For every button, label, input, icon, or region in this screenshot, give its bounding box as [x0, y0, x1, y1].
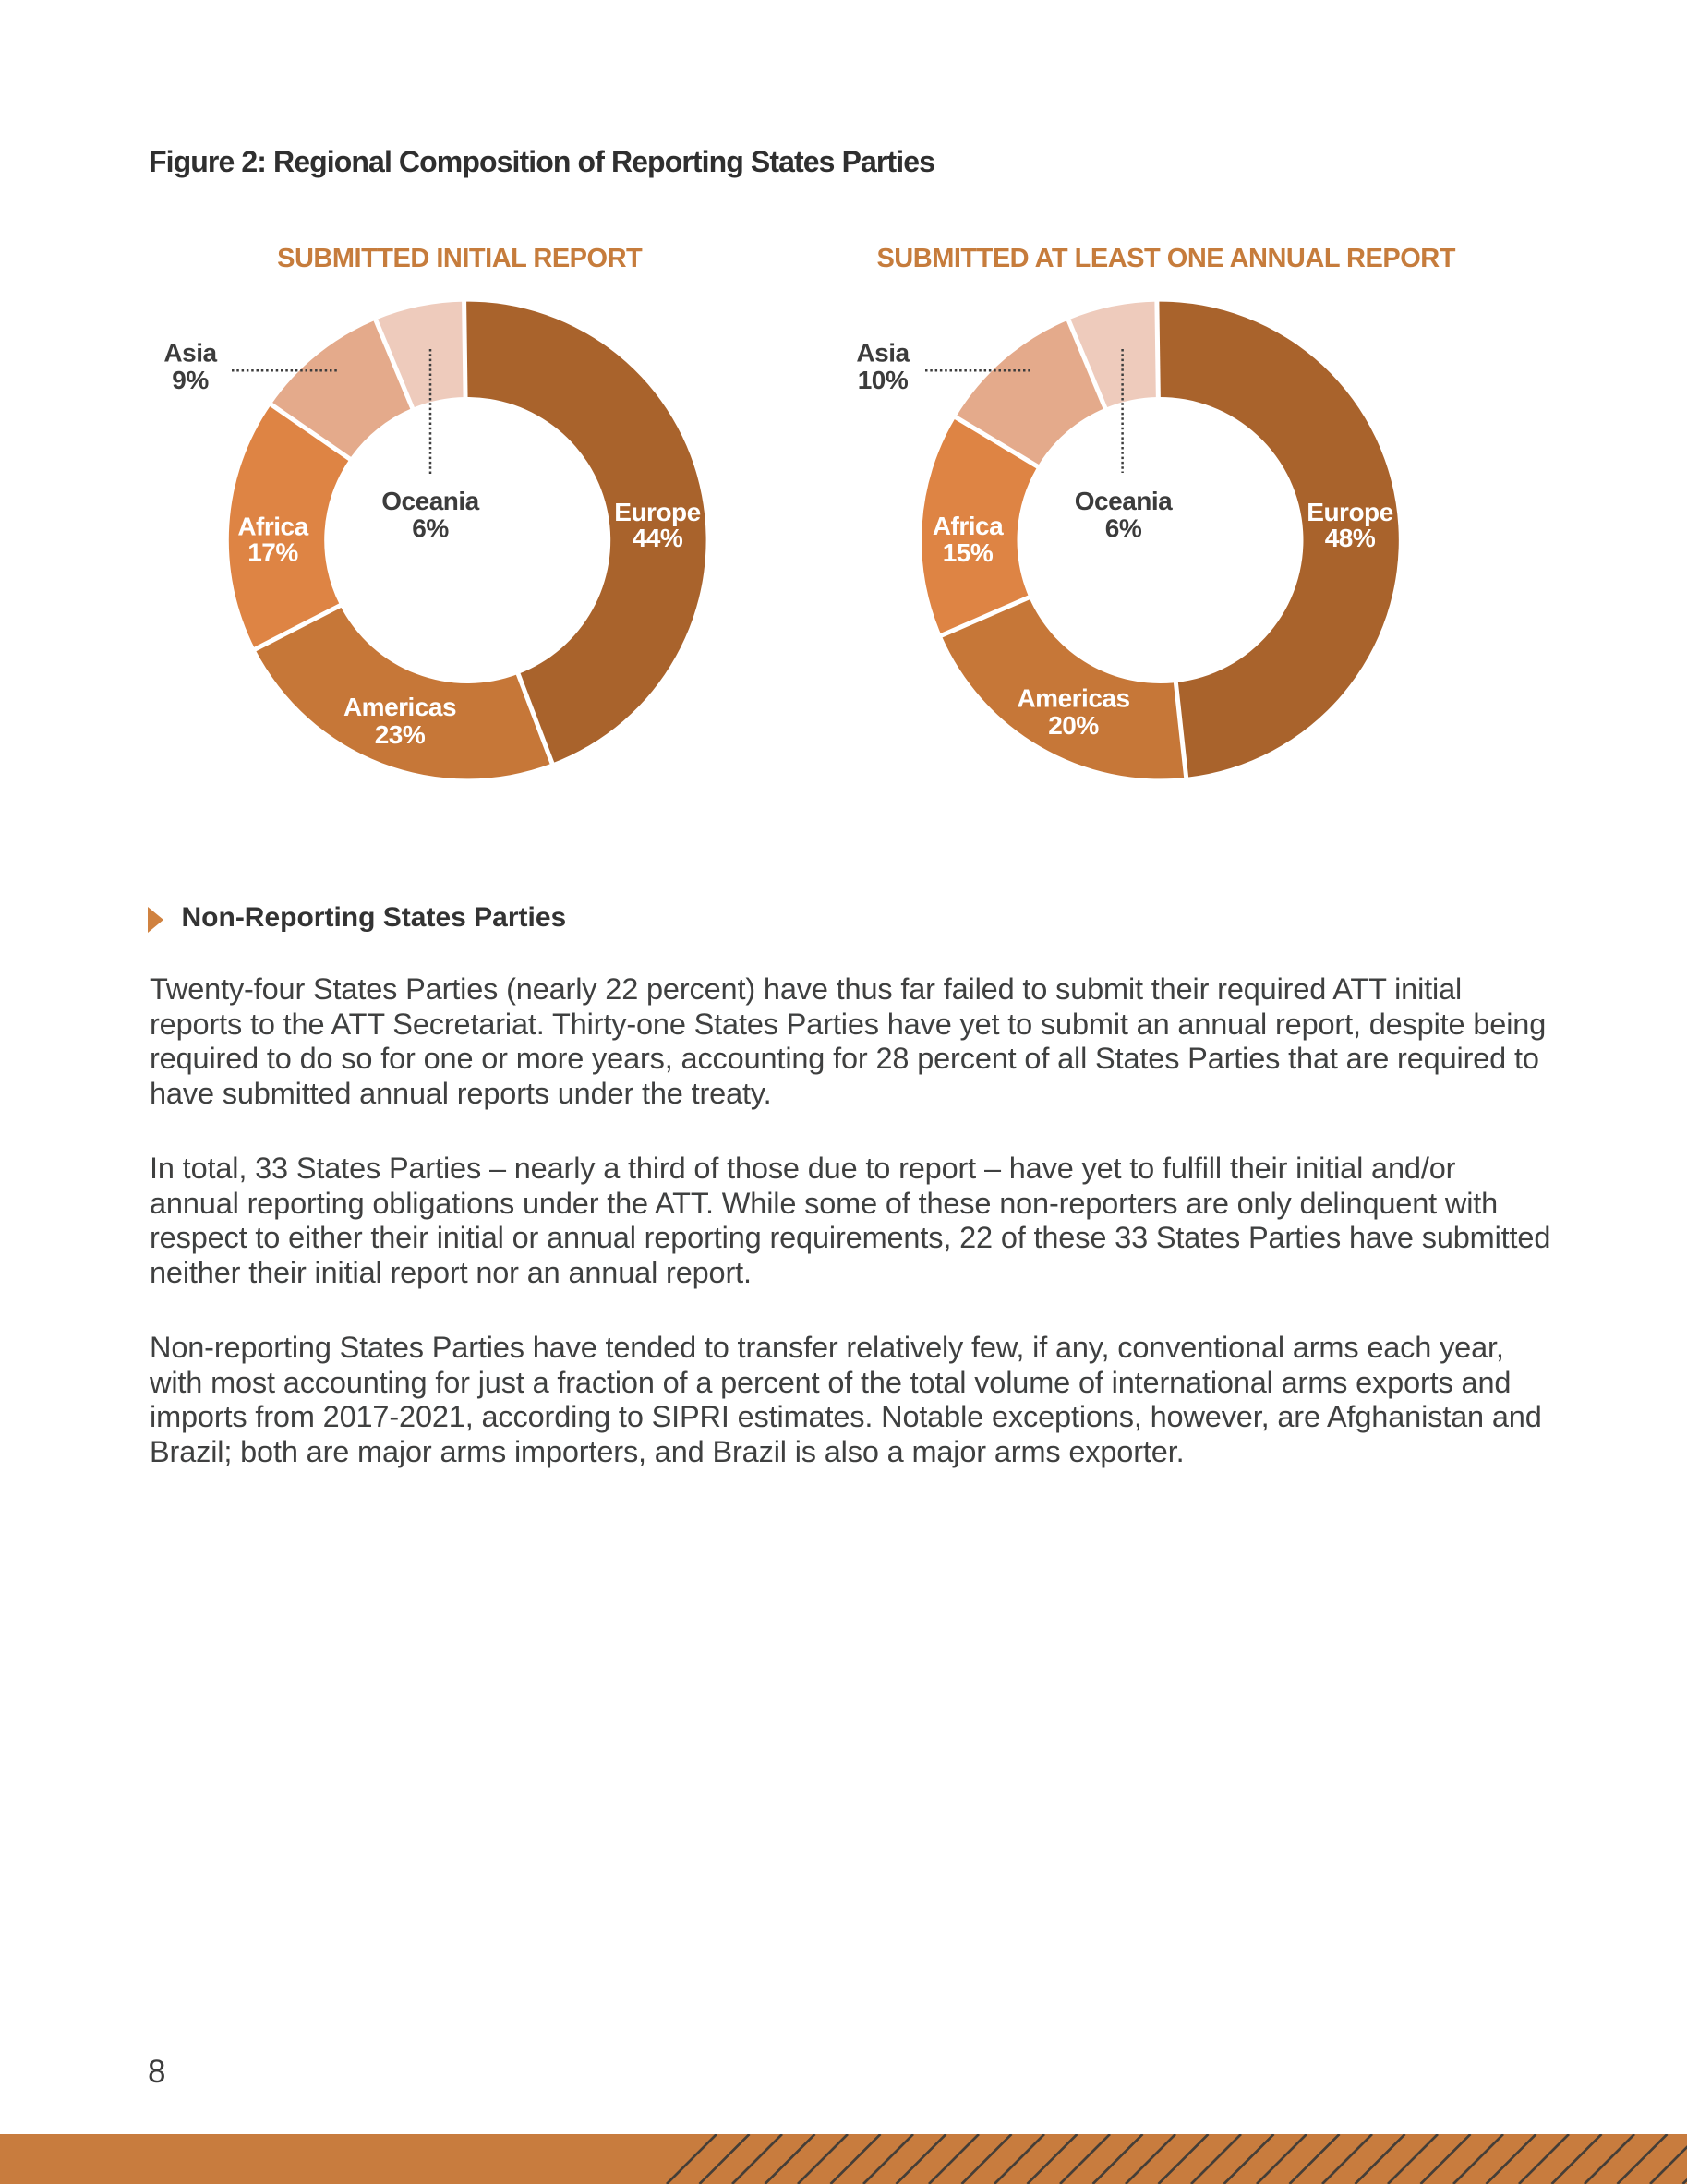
- svg-text:10%: 10%: [858, 366, 909, 394]
- svg-text:Asia: Asia: [163, 339, 217, 368]
- svg-text:44%: 44%: [633, 524, 683, 552]
- svg-text:Asia: Asia: [856, 339, 910, 368]
- svg-text:Europe: Europe: [614, 498, 700, 526]
- svg-text:20%: 20%: [1048, 711, 1099, 740]
- svg-text:15%: 15%: [943, 538, 994, 567]
- svg-text:9%: 9%: [172, 366, 209, 394]
- svg-text:6%: 6%: [1105, 514, 1142, 543]
- svg-text:Americas: Americas: [1017, 684, 1129, 713]
- svg-text:17%: 17%: [247, 538, 298, 567]
- svg-text:Americas: Americas: [343, 693, 456, 721]
- svg-text:Oceania: Oceania: [1075, 487, 1173, 515]
- svg-text:48%: 48%: [1325, 524, 1376, 552]
- svg-text:6%: 6%: [412, 514, 449, 543]
- svg-text:Europe: Europe: [1307, 498, 1392, 526]
- svg-text:23%: 23%: [375, 720, 426, 749]
- svg-text:Africa: Africa: [933, 512, 1004, 540]
- svg-text:Oceania: Oceania: [381, 487, 479, 515]
- svg-text:Africa: Africa: [237, 513, 308, 541]
